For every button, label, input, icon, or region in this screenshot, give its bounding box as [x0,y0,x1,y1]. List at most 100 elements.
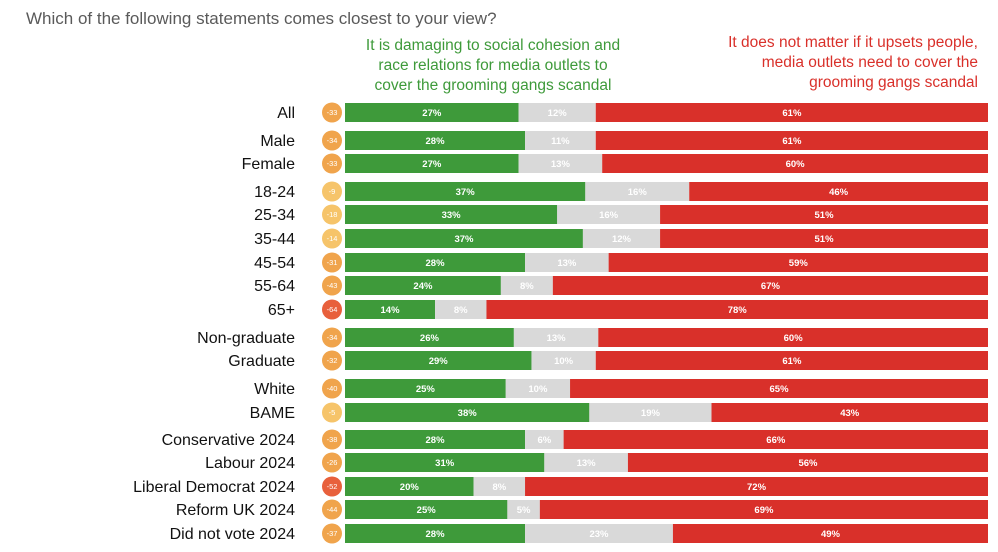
bar-segment-damaging [345,182,586,201]
bar-value-label: 20% [400,482,420,493]
legend-cover-line-3: grooming gangs scandal [809,74,978,91]
bar-value-label: 37% [454,234,474,245]
category-label: 18-24 [254,184,295,201]
legend-damaging: It is damaging to social cohesion and ra… [333,36,653,96]
bar-value-label: 8% [520,281,534,292]
net-score-label: -5 [329,408,336,417]
bar-value-label: 10% [528,384,548,395]
bar-segment-neither [544,453,628,472]
bar-value-label: 24% [413,281,433,292]
bar-segment-cover [660,229,988,248]
net-score-label: -14 [327,234,338,243]
bar-value-label: 46% [829,187,849,198]
bar-segment-damaging [345,453,545,472]
legend-cover-line-1: It does not matter if it upsets people, [728,34,978,51]
net-score-badge [322,350,342,371]
bar-value-label: 43% [840,408,860,419]
net-score-label: -9 [329,187,336,196]
bar-segment-neither [557,205,661,224]
net-score-badge [322,523,342,544]
bar-segment-cover [525,477,988,496]
category-label: 55-64 [254,278,295,295]
net-score-badge [322,181,342,202]
bar-value-label: 8% [492,482,506,493]
net-score-badge [322,299,342,320]
category-label: White [254,381,295,398]
bar-segment-cover [602,154,988,173]
category-label: All [277,105,295,122]
category-label: Liberal Democrat 2024 [133,479,295,496]
bar-value-label: 28% [426,258,446,269]
bar-value-label: 27% [422,108,442,119]
category-label: Male [260,133,295,150]
bar-value-label: 13% [551,159,571,170]
net-score-badge [322,378,342,399]
bar-segment-cover [570,379,988,398]
net-score-badge [322,228,342,249]
category-label: Non-graduate [197,330,295,347]
net-score-badge [322,252,342,273]
category-label: Conservative 2024 [162,432,296,449]
net-score-label: -52 [327,482,338,491]
bar-segment-neither [435,300,487,319]
net-score-label: -37 [327,529,338,538]
bar-segment-cover [539,500,988,519]
bar-value-label: 61% [782,356,802,367]
bar-value-label: 31% [435,458,455,469]
bar-value-label: 13% [557,258,577,269]
bar-segment-cover [689,182,988,201]
bar-value-label: 26% [420,333,440,344]
bar-value-label: 10% [554,356,574,367]
bar-value-label: 5% [517,505,531,516]
net-score-label: -34 [327,333,338,342]
bar-segment-neither [518,103,596,122]
bar-segment-neither [518,154,603,173]
category-label: Did not vote 2024 [170,526,296,543]
bar-segment-neither [473,477,526,496]
bar-value-label: 69% [754,505,774,516]
bar-segment-neither [505,379,571,398]
bar-value-label: 19% [641,408,661,419]
bar-value-label: 6% [537,435,551,446]
bar-segment-damaging [345,524,526,543]
bar-segment-cover [660,205,988,224]
net-score-label: -18 [327,210,338,219]
bar-segment-damaging [345,131,526,150]
bar-segment-neither [582,229,661,248]
bar-segment-damaging [345,477,474,496]
bar-value-label: 60% [784,333,804,344]
net-score-label: -44 [327,505,338,514]
legend-cover-line-2: media outlets need to cover the [761,54,978,71]
question-text: Which of the following statements comes … [26,9,497,28]
net-score-badge [322,153,342,174]
bar-value-label: 66% [766,435,786,446]
bar-segment-neither [507,500,540,519]
bar-value-label: 13% [547,333,567,344]
bar-segment-neither [525,430,564,449]
bar-segment-damaging [345,500,508,519]
bar-value-label: 49% [821,529,841,540]
legend-cover: It does not matter if it upsets people, … [638,33,978,93]
bar-value-label: 28% [426,435,446,446]
bar-segment-damaging [345,205,558,224]
bar-segment-damaging [345,403,590,422]
bar-segment-neither [585,182,690,201]
bar-segment-neither [525,253,609,272]
bar-value-label: 25% [416,384,436,395]
bar-segment-damaging [345,154,519,173]
bar-value-label: 61% [782,136,802,147]
bar-value-label: 27% [422,159,442,170]
bar-value-label: 23% [589,529,609,540]
category-label: 45-54 [254,255,295,272]
net-score-badge [322,429,342,450]
bar-segment-damaging [345,300,436,319]
category-label: BAME [250,405,295,422]
bar-value-label: 61% [782,108,802,119]
category-label: Labour 2024 [205,455,295,472]
bar-segment-damaging [345,103,519,122]
bar-segment-cover [627,453,988,472]
bar-value-label: 51% [815,234,835,245]
bar-segment-damaging [345,379,506,398]
legend-damaging-line-2: race relations for media outlets to [378,57,608,74]
